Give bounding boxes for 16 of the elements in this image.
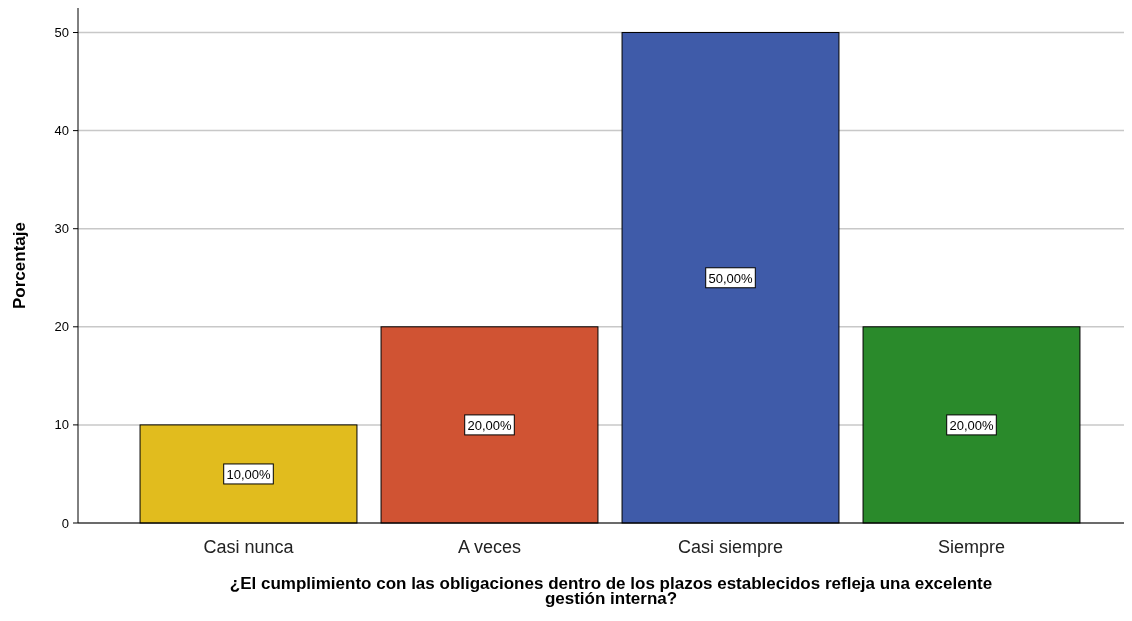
data-label: 50,00% — [708, 270, 753, 286]
y-axis-title: Porcentaje — [10, 222, 29, 309]
x-tick-label: A veces — [457, 537, 522, 557]
y-tick-label: 20 — [54, 319, 69, 335]
y-tick-label: 30 — [54, 221, 69, 237]
x-tick-label: Siempre — [937, 537, 1006, 557]
data-label: 10,00% — [226, 466, 271, 482]
data-label: 20,00% — [467, 417, 512, 433]
x-tick-label: Casi nunca — [203, 537, 295, 557]
x-tick-label: Casi siempre — [677, 537, 784, 557]
x-axis-title: ¿El cumplimiento con las obligaciones dentro de los plazos establecidos refleja una excelente gestión interna? — [229, 574, 993, 608]
y-tick-label: 50 — [54, 25, 69, 41]
y-tick-label: 0 — [61, 515, 69, 531]
y-tick-label: 10 — [54, 417, 69, 433]
y-tick-label: 40 — [54, 123, 69, 139]
data-label: 20,00% — [949, 417, 994, 433]
